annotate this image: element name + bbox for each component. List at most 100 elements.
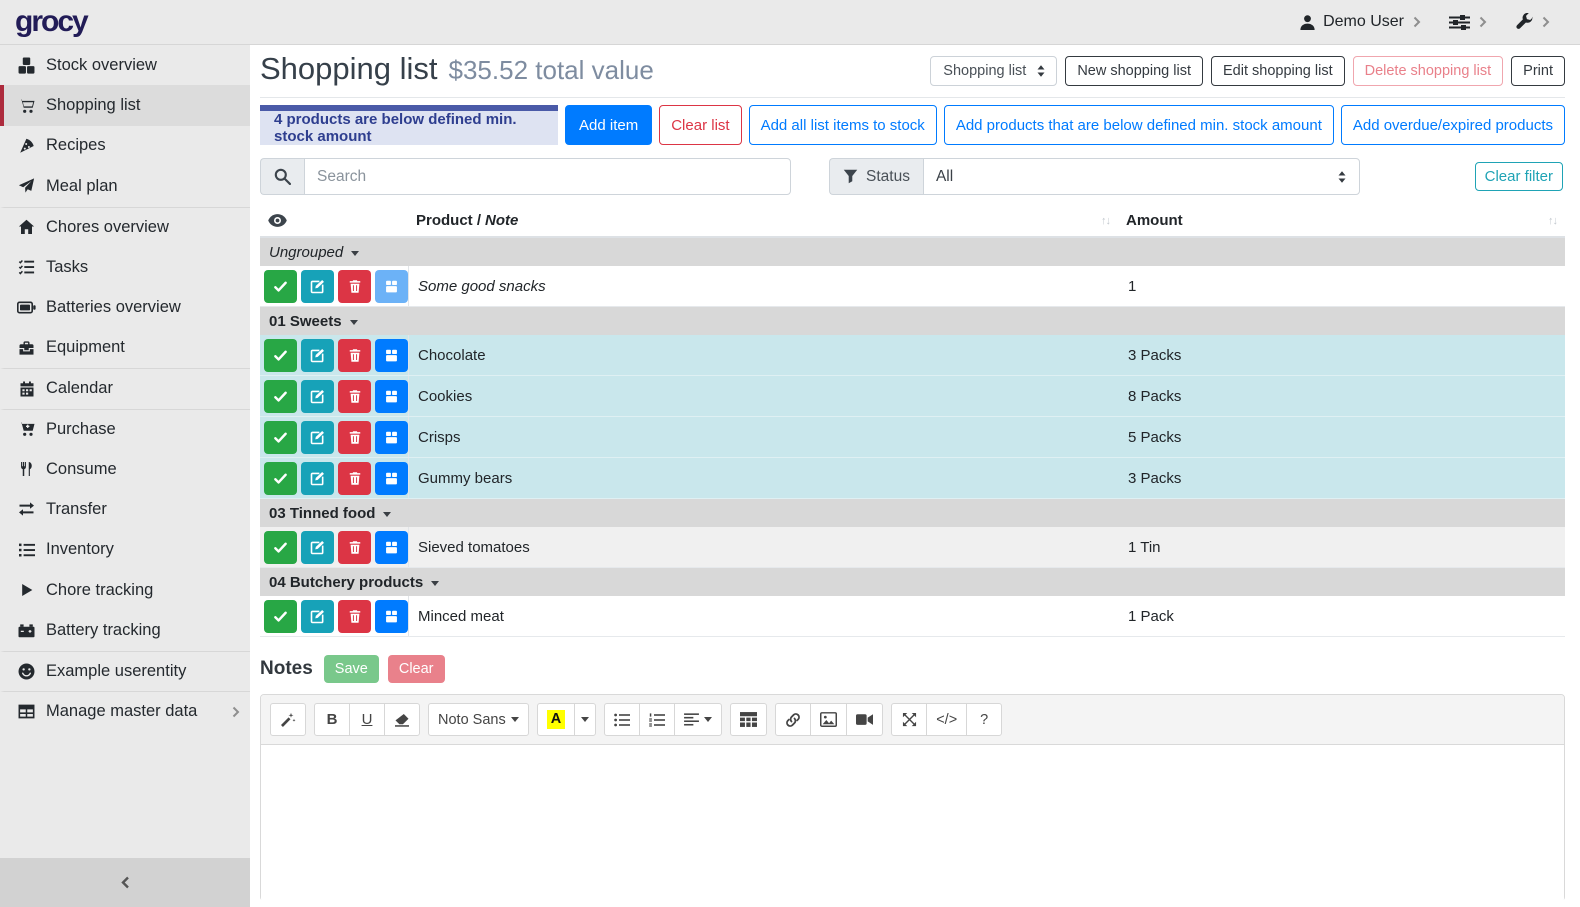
chevron-right-icon bbox=[232, 706, 240, 718]
bold-button[interactable]: B bbox=[314, 703, 350, 736]
sidebar-item-chores-overview[interactable]: Chores overview bbox=[0, 206, 250, 247]
home-icon bbox=[16, 219, 37, 235]
edit-item-button[interactable] bbox=[301, 599, 334, 633]
mark-done-button[interactable] bbox=[264, 530, 297, 564]
font-color-button[interactable]: A bbox=[536, 703, 576, 736]
sort-icon[interactable]: ↑↓ bbox=[1101, 214, 1111, 227]
delete-item-button[interactable] bbox=[338, 379, 371, 413]
toolbox-icon bbox=[16, 340, 37, 356]
group-header-butchery[interactable]: 04 Butchery products bbox=[260, 568, 1565, 596]
delete-shopping-list-button[interactable]: Delete shopping list bbox=[1352, 56, 1504, 86]
sidebar-collapse-button[interactable] bbox=[0, 858, 250, 907]
visibility-column-header[interactable] bbox=[260, 207, 408, 236]
edit-item-button[interactable] bbox=[301, 379, 334, 413]
sidebar-item-transfer[interactable]: Transfer bbox=[0, 489, 250, 529]
add-to-stock-button[interactable] bbox=[375, 461, 408, 495]
add-to-stock-button[interactable] bbox=[375, 379, 408, 413]
add-below-min-stock-button[interactable]: Add products that are below defined min.… bbox=[943, 105, 1334, 145]
status-select[interactable]: All bbox=[922, 158, 1360, 195]
insert-table-button[interactable] bbox=[730, 703, 768, 736]
add-to-stock-button[interactable] bbox=[375, 338, 408, 372]
filter-row: Status All Clear filter bbox=[260, 158, 1565, 195]
paragraph-align-button[interactable] bbox=[674, 703, 723, 736]
sidebar-item-consume[interactable]: Consume bbox=[0, 449, 250, 489]
table-row: Sieved tomatoes 1 Tin bbox=[260, 527, 1565, 568]
mark-done-button[interactable] bbox=[264, 420, 297, 454]
insert-picture-button[interactable] bbox=[810, 703, 848, 736]
new-shopping-list-button[interactable]: New shopping list bbox=[1065, 56, 1203, 86]
help-button[interactable]: ? bbox=[966, 703, 1003, 736]
table-row: Crisps 5 Packs bbox=[260, 417, 1565, 458]
sidebar-item-purchase[interactable]: Purchase bbox=[0, 408, 250, 449]
mark-done-button[interactable] bbox=[264, 269, 297, 303]
user-menu[interactable]: Demo User bbox=[1299, 13, 1421, 31]
pizza-slice-icon bbox=[16, 138, 37, 154]
edit-item-button[interactable] bbox=[301, 269, 334, 303]
sidebar-item-calendar[interactable]: Calendar bbox=[0, 368, 250, 408]
mark-done-button[interactable] bbox=[264, 461, 297, 495]
insert-video-button[interactable] bbox=[846, 703, 884, 736]
notes-clear-button[interactable]: Clear bbox=[387, 655, 445, 683]
add-to-stock-button[interactable] bbox=[375, 599, 408, 633]
clear-list-button[interactable]: Clear list bbox=[659, 105, 742, 145]
font-family-select[interactable]: Noto Sans bbox=[428, 703, 529, 736]
insert-link-button[interactable] bbox=[775, 703, 812, 736]
sidebar-item-recipes[interactable]: Recipes bbox=[0, 126, 250, 166]
edit-item-button[interactable] bbox=[301, 420, 334, 454]
edit-item-button[interactable] bbox=[301, 530, 334, 564]
sidebar-item-stock-overview[interactable]: Stock overview bbox=[0, 45, 250, 85]
edit-shopping-list-button[interactable]: Edit shopping list bbox=[1210, 56, 1345, 86]
mark-done-button[interactable] bbox=[264, 379, 297, 413]
boxes-icon bbox=[16, 57, 37, 74]
underline-button[interactable]: U bbox=[349, 703, 385, 736]
sidebar-item-shopping-list[interactable]: Shopping list bbox=[0, 85, 250, 126]
sidebar-item-batteries-overview[interactable]: Batteries overview bbox=[0, 287, 250, 327]
sidebar-item-meal-plan[interactable]: Meal plan bbox=[0, 166, 250, 206]
settings-menu[interactable] bbox=[1449, 14, 1487, 31]
amount-column-header[interactable]: Amount ↑↓ bbox=[1126, 212, 1558, 229]
unordered-list-button[interactable] bbox=[604, 703, 641, 736]
delete-item-button[interactable] bbox=[338, 420, 371, 454]
mark-done-button[interactable] bbox=[264, 599, 297, 633]
smiley-icon bbox=[16, 663, 37, 680]
add-overdue-button[interactable]: Add overdue/expired products bbox=[1340, 105, 1565, 145]
admin-menu[interactable] bbox=[1515, 13, 1550, 31]
sidebar-item-manage-master-data[interactable]: Manage master data bbox=[0, 691, 250, 731]
group-header-tinned-food[interactable]: 03 Tinned food bbox=[260, 499, 1565, 527]
search-input[interactable] bbox=[304, 158, 791, 195]
codeview-button[interactable]: </> bbox=[926, 703, 968, 736]
sort-icon[interactable]: ↑↓ bbox=[1548, 214, 1558, 227]
delete-item-button[interactable] bbox=[338, 269, 371, 303]
notes-edit-area[interactable] bbox=[261, 745, 1564, 903]
notes-save-button[interactable]: Save bbox=[323, 655, 379, 683]
add-item-button[interactable]: Add item bbox=[565, 105, 653, 145]
group-header-ungrouped[interactable]: Ungrouped bbox=[260, 238, 1565, 266]
ordered-list-button[interactable] bbox=[639, 703, 676, 736]
font-color-dropdown[interactable] bbox=[574, 703, 597, 736]
sidebar-item-battery-tracking[interactable]: Battery tracking bbox=[0, 610, 250, 650]
add-to-stock-button[interactable] bbox=[375, 420, 408, 454]
sidebar-item-tasks[interactable]: Tasks bbox=[0, 247, 250, 287]
sidebar-item-inventory[interactable]: Inventory bbox=[0, 530, 250, 570]
mark-done-button[interactable] bbox=[264, 338, 297, 372]
add-to-stock-button[interactable] bbox=[375, 269, 408, 303]
sidebar-item-chore-tracking[interactable]: Chore tracking bbox=[0, 570, 250, 610]
product-column-header[interactable]: Product / Note ↑↓ bbox=[416, 212, 1111, 229]
delete-item-button[interactable] bbox=[338, 599, 371, 633]
eraser-icon[interactable] bbox=[384, 703, 420, 736]
clear-filter-button[interactable]: Clear filter bbox=[1474, 162, 1563, 191]
magic-style-button[interactable] bbox=[270, 703, 306, 736]
fullscreen-button[interactable] bbox=[891, 703, 928, 736]
edit-item-button[interactable] bbox=[301, 461, 334, 495]
edit-item-button[interactable] bbox=[301, 338, 334, 372]
print-button[interactable]: Print bbox=[1511, 56, 1565, 86]
shopping-list-select[interactable]: Shopping list bbox=[930, 56, 1058, 86]
sidebar-item-equipment[interactable]: Equipment bbox=[0, 328, 250, 368]
delete-item-button[interactable] bbox=[338, 338, 371, 372]
delete-item-button[interactable] bbox=[338, 461, 371, 495]
add-all-to-stock-button[interactable]: Add all list items to stock bbox=[748, 105, 937, 145]
delete-item-button[interactable] bbox=[338, 530, 371, 564]
add-to-stock-button[interactable] bbox=[375, 530, 408, 564]
group-header-sweets[interactable]: 01 Sweets bbox=[260, 307, 1565, 335]
sidebar-item-example-userentity[interactable]: Example userentity bbox=[0, 650, 250, 691]
